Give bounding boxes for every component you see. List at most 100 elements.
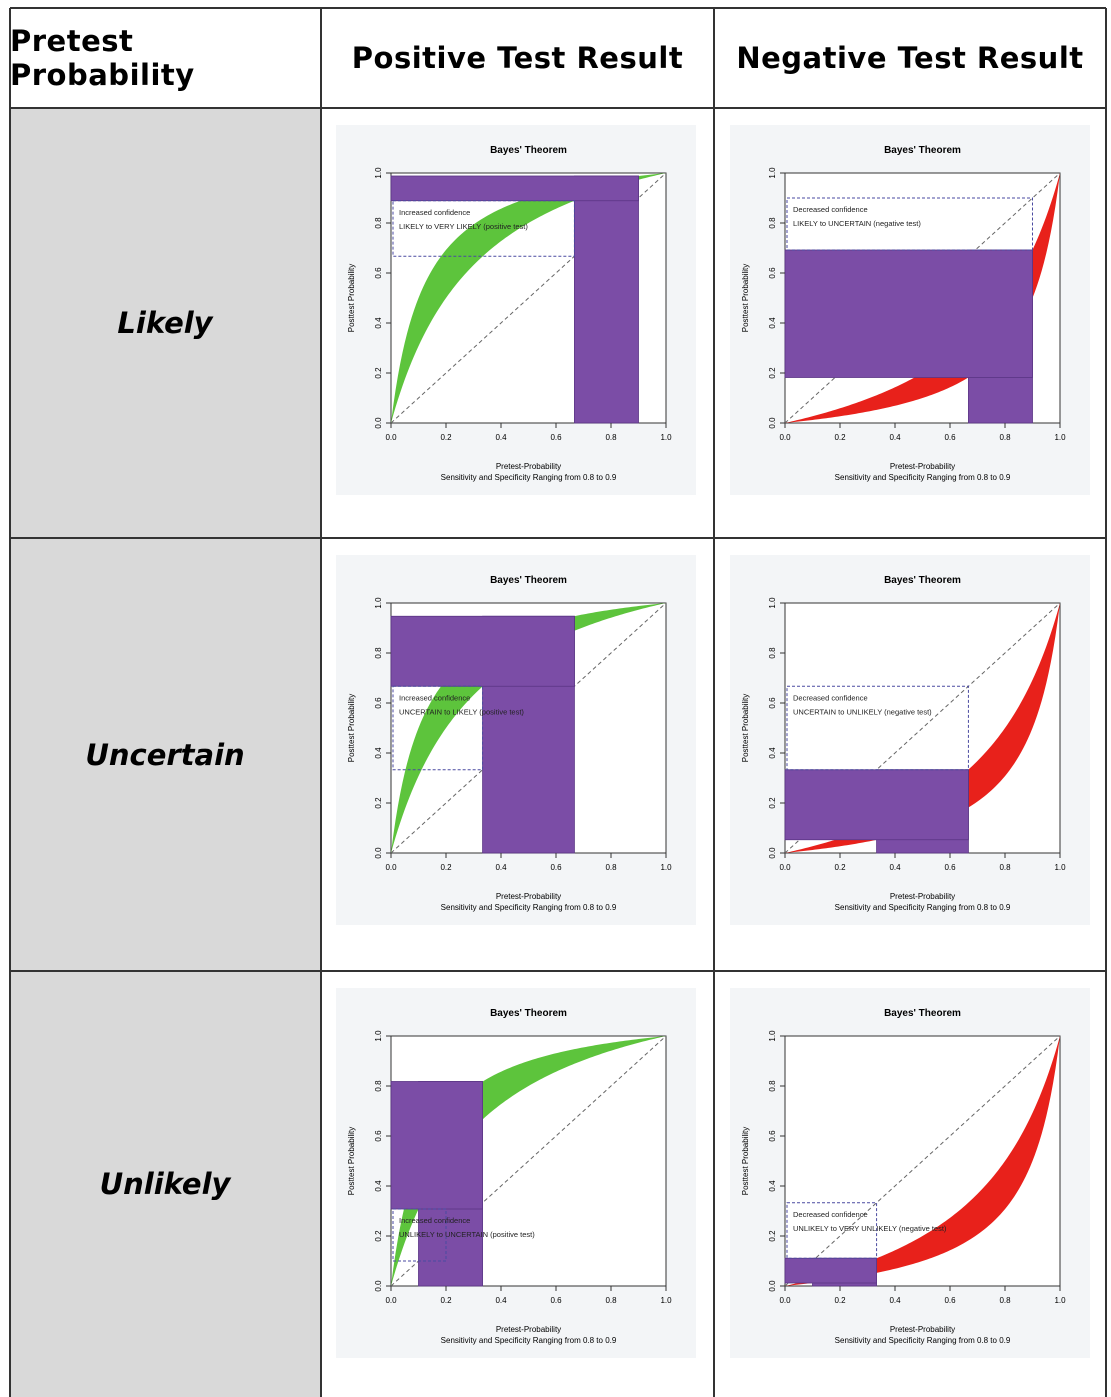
x-tick-label: 0.2: [440, 863, 452, 872]
x-tick-label: 0.6: [944, 433, 956, 442]
y-tick-label: 0.4: [374, 1180, 383, 1192]
posttest-range-box: [784, 249, 1033, 378]
annotation-box: [786, 197, 1033, 251]
y-tick-label: 0.2: [768, 797, 777, 809]
x-axis: 0.0 0.2 0.4 0.6 0.8 1.0: [779, 423, 1066, 442]
y-axis-label: Posttest Probability: [741, 264, 750, 332]
posttest-range-box: [784, 1257, 877, 1284]
x-tick-label: 0.6: [550, 863, 562, 872]
chart-likely-negative: Bayes' Theorem Decreased confidence LIKELY…: [730, 125, 1090, 495]
chart-title: Bayes' Theorem: [490, 575, 567, 586]
row-label-column-shading: [10, 108, 321, 1397]
x-axis-label: Pretest-Probability: [890, 892, 955, 901]
chart-unlikely-negative: Bayes' Theorem Decreased confidence UNLIKE…: [730, 988, 1090, 1358]
x-axis: 0.0 0.2 0.4 0.6 0.8 1.0: [779, 853, 1066, 872]
negative-test-band: [785, 1036, 1060, 1286]
y-tick-label: 1.0: [374, 167, 383, 179]
y-axis-label: Posttest Probability: [347, 694, 356, 762]
header-pretest-probability: Pretest Probability: [10, 24, 195, 92]
y-tick-label: 0.8: [374, 647, 383, 659]
x-tick-label: 0.0: [779, 863, 791, 872]
y-tick-label: 0.4: [374, 317, 383, 329]
x-axis: 0.0 0.2 0.4 0.6 0.8 1.0: [385, 1286, 672, 1305]
y-tick-label: 0.4: [374, 747, 383, 759]
bayes-chart-svg: Bayes' Theorem Decreased confidence LIKELY…: [730, 125, 1090, 495]
chart-subtitle: Sensitivity and Specificity Ranging from…: [441, 1336, 617, 1345]
bayes-chart-svg: Bayes' Theorem Decreased confidence UNCERT…: [730, 555, 1090, 925]
x-tick-label: 0.6: [944, 1296, 956, 1305]
x-tick-label: 0.2: [834, 1296, 846, 1305]
chart-title: Bayes' Theorem: [490, 1008, 567, 1019]
annotation-line-1: Decreased confidence: [793, 205, 868, 214]
x-tick-label: 1.0: [1054, 1296, 1066, 1305]
x-tick-label: 0.8: [999, 433, 1011, 442]
x-tick-label: 1.0: [660, 863, 672, 872]
x-tick-label: 0.0: [385, 433, 397, 442]
y-tick-label: 0.6: [768, 697, 777, 709]
chart-subtitle: Sensitivity and Specificity Ranging from…: [835, 903, 1011, 912]
y-tick-label: 0.0: [374, 847, 383, 859]
y-axis-label: Posttest Probability: [741, 1127, 750, 1195]
y-tick-label: 0.6: [374, 697, 383, 709]
y-tick-label: 0.8: [768, 217, 777, 229]
reference-diagonal: [784, 602, 1061, 854]
chart-likely-positive: Bayes' Theorem Increased confidence LIKELY…: [336, 125, 696, 495]
posttest-range-box: [390, 175, 639, 202]
y-tick-label: 0.4: [768, 747, 777, 759]
y-axis: 0.0 0.2 0.4 0.6 0.8 1.0: [768, 1030, 785, 1292]
x-tick-label: 0.4: [889, 433, 901, 442]
y-tick-label: 0.6: [768, 267, 777, 279]
x-axis-label: Pretest-Probability: [890, 1325, 955, 1334]
x-axis: 0.0 0.2 0.4 0.6 0.8 1.0: [385, 853, 672, 872]
x-tick-label: 0.2: [834, 433, 846, 442]
x-tick-label: 0.4: [495, 433, 507, 442]
bayes-chart-svg: Bayes' Theorem Increased confidence UNCERT…: [336, 555, 696, 925]
annotation-line-2: UNLIKELY to VERY UNLIKELY (negative test…: [793, 1224, 947, 1233]
y-tick-label: 0.8: [768, 647, 777, 659]
row-label-unlikely: Unlikely: [99, 1167, 231, 1201]
y-tick-label: 0.0: [768, 1280, 777, 1292]
y-tick-label: 0.8: [374, 217, 383, 229]
posttest-range-box: [784, 769, 969, 841]
positive-test-band: [391, 173, 666, 423]
header-positive-test-result: Positive Test Result: [351, 41, 684, 75]
annotation-box: [392, 200, 575, 257]
x-tick-label: 0.0: [779, 433, 791, 442]
chart-title: Bayes' Theorem: [884, 145, 961, 156]
y-axis: 0.0 0.2 0.4 0.6 0.8 1.0: [374, 1030, 391, 1292]
y-tick-label: 0.2: [374, 1230, 383, 1242]
chart-title: Bayes' Theorem: [490, 145, 567, 156]
x-tick-label: 0.8: [605, 863, 617, 872]
annotation-line-1: Increased confidence: [399, 208, 470, 217]
y-tick-label: 1.0: [374, 1030, 383, 1042]
y-tick-label: 0.4: [768, 317, 777, 329]
x-axis-label: Pretest-Probability: [496, 1325, 561, 1334]
header-negative-test-result: Negative Test Result: [736, 41, 1084, 75]
y-tick-label: 1.0: [768, 167, 777, 179]
x-tick-label: 0.4: [495, 1296, 507, 1305]
chart-title: Bayes' Theorem: [884, 575, 961, 586]
chart-subtitle: Sensitivity and Specificity Ranging from…: [835, 1336, 1011, 1345]
x-axis-label: Pretest-Probability: [496, 892, 561, 901]
chart-subtitle: Sensitivity and Specificity Ranging from…: [441, 903, 617, 912]
chart-subtitle: Sensitivity and Specificity Ranging from…: [835, 473, 1011, 482]
annotation-line-2: LIKELY to VERY LIKELY (positive test): [399, 222, 528, 231]
y-tick-label: 0.0: [374, 417, 383, 429]
x-tick-label: 1.0: [660, 1296, 672, 1305]
y-axis: 0.0 0.2 0.4 0.6 0.8 1.0: [768, 597, 785, 859]
chart-uncertain-positive: Bayes' Theorem Increased confidence UNCERT…: [336, 555, 696, 925]
y-tick-label: 0.8: [768, 1080, 777, 1092]
x-axis: 0.0 0.2 0.4 0.6 0.8 1.0: [779, 1286, 1066, 1305]
row-label-uncertain: Uncertain: [85, 737, 245, 772]
y-tick-label: 0.6: [768, 1130, 777, 1142]
y-tick-label: 0.2: [768, 1230, 777, 1242]
y-tick-label: 0.2: [374, 367, 383, 379]
posttest-range-box: [390, 1081, 483, 1210]
x-tick-label: 0.8: [605, 1296, 617, 1305]
y-axis-label: Posttest Probability: [347, 264, 356, 332]
y-tick-label: 0.6: [374, 1130, 383, 1142]
x-tick-label: 0.6: [944, 863, 956, 872]
x-tick-label: 0.0: [385, 863, 397, 872]
annotation-line-1: Increased confidence: [399, 693, 470, 702]
x-tick-label: 1.0: [660, 433, 672, 442]
